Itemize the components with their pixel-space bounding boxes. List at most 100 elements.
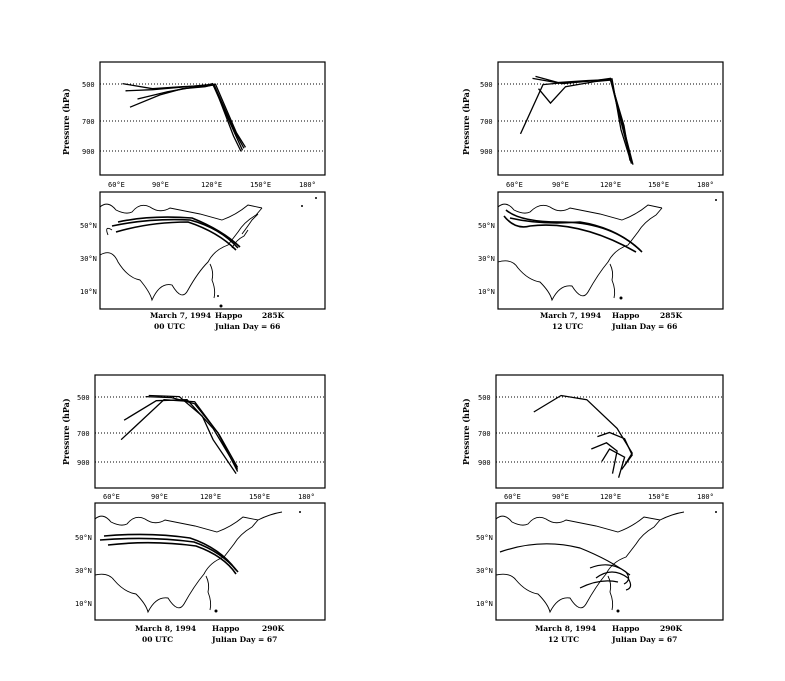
svg-text:10°N: 10°N	[476, 600, 493, 608]
ytick-1-700: 700	[82, 118, 95, 126]
xtick-1-150e: 150°E	[250, 181, 271, 189]
panel-4: Pressure (hPa) 500 700 900 60°E 90°E 120…	[461, 374, 724, 644]
p1-trajectory-4	[125, 83, 247, 148]
p4-trajectory-1	[533, 394, 633, 466]
ytick-4-900: 900	[478, 459, 491, 467]
xtick-3-150e: 150°E	[249, 493, 270, 501]
p1-trajectory-3	[137, 84, 242, 152]
map-trajectories-3	[99, 533, 239, 575]
svg-text:10°N: 10°N	[75, 600, 92, 608]
xtick-3-60e: 60°E	[103, 493, 120, 501]
caption-3-site: Happo	[212, 624, 239, 633]
ytick-2-500: 500	[480, 81, 493, 89]
pressure-plot-2: 500 700 900	[480, 61, 724, 176]
xtick-1-180: 180°	[299, 181, 316, 189]
ylabel-1: Pressure (hPa)	[61, 88, 71, 155]
p4-trajectory-3	[591, 442, 618, 474]
map-2: 50°N 30°N 10°N	[478, 191, 724, 310]
svg-text:30°N: 30°N	[478, 255, 495, 263]
svg-text:30°N: 30°N	[75, 567, 92, 575]
panel-1: Pressure (hPa) 500 700 900 60°E 90°E 120…	[61, 61, 326, 331]
caption-3-julian: Julian Day = 67	[211, 635, 277, 644]
svg-text:10°N: 10°N	[80, 288, 97, 296]
xtick-3-180: 180°	[298, 493, 315, 501]
ytick-3-500: 500	[77, 394, 90, 402]
caption-2: March 7, 1994 12 UTC Happo 285K Julian D…	[540, 311, 683, 331]
p4-trajectory-4	[601, 448, 626, 478]
p2-trajectory-4	[532, 77, 633, 164]
caption-4-date: March 8, 1994	[535, 624, 596, 633]
caption-1-date: March 7, 1994	[150, 311, 211, 320]
caption-3-theta: 290K	[262, 624, 285, 633]
caption-4-time: 12 UTC	[548, 635, 579, 644]
xtick-2-90e: 90°E	[552, 181, 569, 189]
svg-text:50°N: 50°N	[75, 534, 92, 542]
map-3: 50°N 30°N 10°N	[75, 502, 326, 621]
xticks-2: 60°E 90°E 120°E 150°E 180°	[506, 181, 714, 189]
ytick-1-900: 900	[82, 148, 95, 156]
ytick-3-900: 900	[77, 459, 90, 467]
xtick-4-60e: 60°E	[504, 493, 521, 501]
xticks-1: 60°E 90°E 120°E 150°E 180°	[108, 181, 316, 189]
caption-2-site: Happo	[612, 311, 639, 320]
svg-text:50°N: 50°N	[478, 222, 495, 230]
p3-trajectory-1	[145, 395, 239, 472]
p2-trajectory-3	[538, 79, 631, 161]
caption-2-theta: 285K	[660, 311, 683, 320]
xtick-2-120e: 120°E	[600, 181, 621, 189]
caption-4: March 8, 1994 12 UTC Happo 290K Julian D…	[535, 624, 683, 644]
caption-4-site: Happo	[612, 624, 639, 633]
ytick-4-700: 700	[478, 430, 491, 438]
xtick-3-90e: 90°E	[151, 493, 168, 501]
caption-2-time: 12 UTC	[552, 322, 583, 331]
xtick-2-150e: 150°E	[648, 181, 669, 189]
caption-3: March 8, 1994 00 UTC Happo 290K Julian D…	[135, 624, 285, 644]
xtick-3-120e: 120°E	[200, 493, 221, 501]
map-4: 50°N 30°N 10°N	[476, 502, 724, 621]
xticks-4: 60°E 90°E 120°E 150°E 180°	[504, 493, 714, 501]
caption-4-theta: 290K	[660, 624, 683, 633]
xtick-4-120e: 120°E	[600, 493, 621, 501]
ytick-2-900: 900	[480, 148, 493, 156]
pressure-plot-4: 500 700 900	[478, 374, 724, 489]
caption-3-time: 00 UTC	[142, 635, 173, 644]
xtick-2-60e: 60°E	[506, 181, 523, 189]
xtick-1-90e: 90°E	[152, 181, 169, 189]
ylabel-2: Pressure (hPa)	[461, 88, 471, 155]
ytick-2-700: 700	[480, 118, 493, 126]
caption-1: March 7, 1994 00 UTC Happo 285K Julian D…	[150, 311, 285, 331]
xtick-4-180: 180°	[697, 493, 714, 501]
caption-2-julian: Julian Day = 66	[611, 322, 677, 331]
p1-trajectory-1	[122, 82, 244, 151]
xtick-4-150e: 150°E	[648, 493, 669, 501]
map-trajectories-1	[111, 216, 241, 251]
xtick-2-180: 180°	[697, 181, 714, 189]
panel-2: Pressure (hPa) 500 700 900 60°E 90°E 120…	[461, 61, 724, 331]
p2-trajectory-2	[535, 75, 633, 163]
svg-text:30°N: 30°N	[80, 255, 97, 263]
xtick-1-60e: 60°E	[108, 181, 125, 189]
xticks-3: 60°E 90°E 120°E 150°E 180°	[103, 493, 315, 501]
svg-text:50°N: 50°N	[80, 222, 97, 230]
p3-trajectory-3	[120, 399, 239, 468]
pressure-plot-3: 500 700 900	[77, 374, 326, 489]
caption-1-time: 00 UTC	[154, 322, 185, 331]
caption-1-theta: 285K	[262, 311, 285, 320]
map-trajectories-4	[499, 543, 632, 591]
svg-text:10°N: 10°N	[478, 288, 495, 296]
xtick-4-90e: 90°E	[552, 493, 569, 501]
ylabel-4: Pressure (hPa)	[461, 398, 471, 465]
p2-trajectory-1	[519, 77, 634, 165]
p4-trajectory-2	[597, 431, 633, 470]
ytick-4-500: 500	[478, 394, 491, 402]
caption-2-date: March 7, 1994	[540, 311, 601, 320]
caption-4-julian: Julian Day = 67	[611, 635, 677, 644]
map-1: 50°N 30°N 10°N	[80, 191, 326, 310]
p3-trajectory-4	[148, 394, 237, 474]
p3-trajectory-2	[123, 399, 239, 470]
ytick-1-500: 500	[82, 81, 95, 89]
ytick-3-700: 700	[77, 430, 90, 438]
map-trajectories-2	[503, 209, 643, 253]
caption-1-julian: Julian Day = 66	[214, 322, 280, 331]
